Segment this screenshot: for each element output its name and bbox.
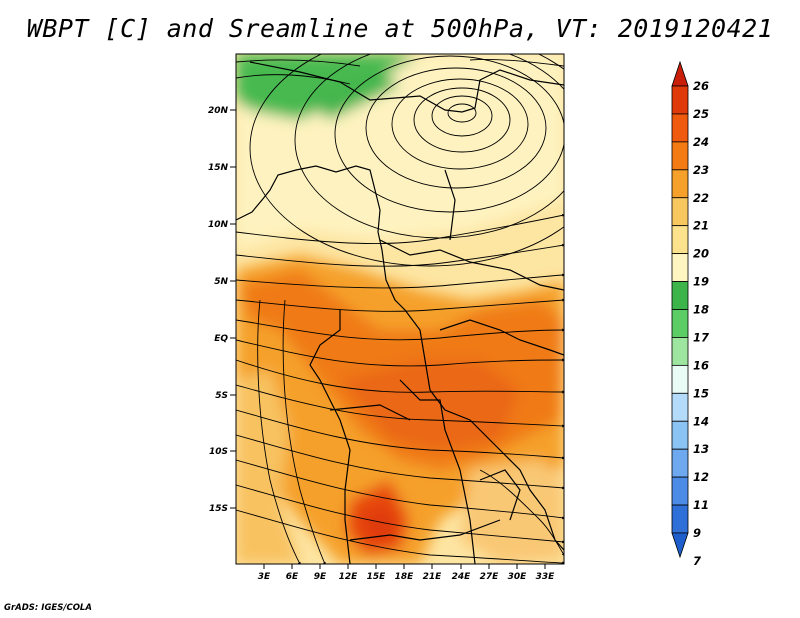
lat-label-5s: 5S: [215, 391, 228, 401]
lon-labels: 3E 6E 9E 12E 15E 18E 21E 24E 27E 30E 33E: [258, 572, 555, 582]
colorbar-label: 23: [693, 163, 709, 177]
colorbar-label: 22: [693, 191, 709, 205]
lon-label-18e: 18E: [395, 572, 415, 582]
colorbar-swatch: [671, 169, 689, 199]
lat-label-10s: 10S: [209, 447, 228, 457]
map-frame: [235, 53, 565, 565]
colorbar-label: 24: [693, 135, 709, 149]
lon-label-6e: 6E: [286, 572, 299, 582]
lon-label-15e: 15E: [367, 572, 387, 582]
colorbar-label: 21: [693, 219, 709, 233]
streamlines: [236, 54, 564, 564]
lat-label-5n: 5N: [214, 277, 228, 287]
colorbar-swatch: [671, 420, 689, 450]
colorbar-swatch: [671, 197, 689, 227]
colorbar-label: 18: [693, 303, 709, 317]
colorbar-swatch: [671, 281, 689, 310]
colorbar-label: 26: [693, 79, 709, 93]
lat-labels: 20N 15N 10N 5N EQ 5S 10S 15S: [208, 106, 229, 514]
lon-label-9e: 9E: [314, 572, 327, 582]
colorbar-label: 16: [693, 358, 709, 372]
colorbar-bottom-triangle: [671, 532, 689, 559]
grads-credit: GrADS: IGES/COLA: [4, 603, 92, 613]
colorbar-label: 11: [693, 498, 709, 512]
colorbar-swatch: [671, 85, 689, 115]
lat-label-10n: 10N: [208, 220, 229, 230]
lon-label-12e: 12E: [339, 572, 359, 582]
lat-label-15s: 15S: [209, 504, 228, 514]
colorbar-swatch: [671, 364, 689, 394]
lon-axis: [263, 564, 546, 569]
colorbar-swatch: [671, 504, 689, 534]
colorbar-label: 13: [693, 442, 709, 456]
colorbar-swatch: [671, 448, 689, 478]
colorbar-swatch: [671, 309, 689, 338]
lon-label-24e: 24E: [452, 572, 472, 582]
lat-label-15n: 15N: [208, 163, 229, 173]
colorbar-swatch: [671, 141, 689, 171]
colorbar-label: 7: [693, 554, 701, 568]
wbpt-shaded-field: [236, 54, 564, 564]
lat-label-20n: 20N: [208, 106, 229, 116]
lat-label-eq: EQ: [214, 334, 228, 344]
colorbar-label: 12: [693, 470, 709, 484]
colorbar: 26 25 24 23 22 21 20 19 18 17 16 15 14 13 12 11 9 7: [671, 60, 709, 568]
colorbar-swatch: [671, 476, 689, 506]
colorbar-swatch: [671, 225, 689, 255]
lat-axis: [230, 109, 236, 509]
colorbar-label: 25: [693, 107, 709, 121]
colorbar-label: 20: [693, 247, 709, 261]
colorbar-label: 14: [693, 414, 709, 428]
colorbar-label: 19: [693, 275, 709, 289]
lon-label-33e: 33E: [536, 572, 556, 582]
colorbar-swatch: [671, 113, 689, 143]
colorbar-label: 17: [693, 330, 709, 344]
colorbar-label: 15: [693, 386, 709, 400]
lon-label-30e: 30E: [508, 572, 528, 582]
lon-label-27e: 27E: [480, 572, 500, 582]
colorbar-top-triangle: [671, 60, 689, 87]
colorbar-label: 9: [693, 526, 701, 540]
colorbar-swatch: [671, 337, 689, 366]
map-area: [236, 54, 564, 564]
lon-label-3e: 3E: [258, 572, 271, 582]
chart-title: WBPT [C] and Sreamline at 500hPa, VT: 20…: [26, 14, 774, 43]
colorbar-swatch: [671, 392, 689, 422]
colorbar-swatch: [671, 253, 689, 282]
country-borders: [236, 61, 564, 564]
lon-label-21e: 21E: [423, 572, 443, 582]
